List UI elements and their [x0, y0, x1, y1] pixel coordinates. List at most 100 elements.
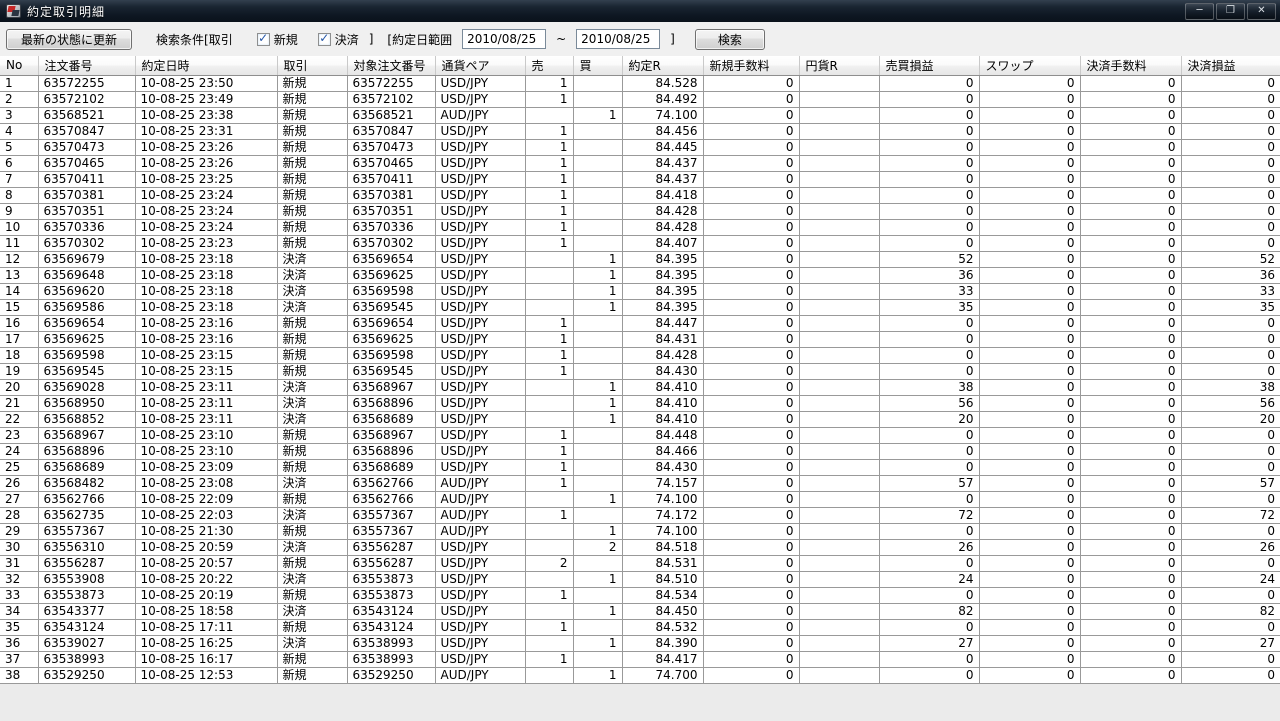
column-header[interactable]: 約定日時 [135, 56, 278, 76]
table-row[interactable]: 35 63543124 10-08-25 17:11 新規 63543124 USD/JP… [0, 619, 1280, 636]
cell: 0 [979, 75, 1081, 92]
cell: 84.450 [622, 603, 704, 620]
cell [573, 187, 623, 204]
table-row[interactable]: 36 63539027 10-08-25 16:25 決済 63538993 USD/JP… [0, 635, 1280, 652]
table-row[interactable]: 7 63570411 10-08-25 23:25 新規 63570411 USD/JPY… [0, 171, 1280, 188]
table-row[interactable]: 15 63569586 10-08-25 23:18 決済 63569545 USD/JP… [0, 299, 1280, 316]
column-header[interactable]: 約定R [622, 56, 704, 76]
table-row[interactable]: 30 63556310 10-08-25 20:59 決済 63556287 USD/JP… [0, 539, 1280, 556]
table-row[interactable]: 6 63570465 10-08-25 23:26 新規 63570465 USD/JPY… [0, 155, 1280, 172]
table-row[interactable]: 20 63569028 10-08-25 23:11 決済 63568967 USD/JP… [0, 379, 1280, 396]
cell: 1 [525, 363, 574, 380]
cell [573, 507, 623, 524]
cell: USD/JPY [435, 619, 526, 636]
column-header[interactable]: 通貨ペア [435, 56, 526, 76]
cell: 63570473 [38, 139, 136, 156]
column-header[interactable]: 取引 [277, 56, 348, 76]
cell [573, 427, 623, 444]
column-header[interactable]: スワップ [979, 56, 1081, 76]
table-row[interactable]: 13 63569648 10-08-25 23:18 決済 63569625 USD/JP… [0, 267, 1280, 284]
cell: 84.518 [622, 539, 704, 556]
cell: 33 [0, 587, 39, 604]
table-row[interactable]: 10 63570336 10-08-25 23:24 新規 63570336 USD/JP… [0, 219, 1280, 236]
checkbox-new[interactable]: ✓ [256, 31, 270, 46]
cell [525, 603, 574, 620]
table-row[interactable]: 23 63568967 10-08-25 23:10 新規 63568967 USD/JP… [0, 427, 1280, 444]
table-row[interactable]: 34 63543377 10-08-25 18:58 決済 63543124 USD/JP… [0, 603, 1280, 620]
table-row[interactable]: 2 63572102 10-08-25 23:49 新規 63572102 USD/JPY… [0, 91, 1280, 108]
table-row[interactable]: 4 63570847 10-08-25 23:31 新規 63570847 USD/JPY… [0, 123, 1280, 140]
table-row[interactable]: 29 63557367 10-08-25 21:30 新規 63557367 AUD/JP… [0, 523, 1280, 540]
cell: 84.410 [622, 411, 704, 428]
table-row[interactable]: 14 63569620 10-08-25 23:18 決済 63569598 USD/JP… [0, 283, 1280, 300]
cell: 10-08-25 23:18 [135, 267, 278, 284]
table-row[interactable]: 11 63570302 10-08-25 23:23 新規 63570302 USD/JP… [0, 235, 1280, 252]
cell: 63539027 [38, 635, 136, 652]
cell: 63569028 [38, 379, 136, 396]
table-row[interactable]: 38 63529250 10-08-25 12:53 新規 63529250 AUD/JP… [0, 667, 1280, 684]
checkbox-settle[interactable]: ✓ [317, 32, 331, 46]
table-row[interactable]: 16 63569654 10-08-25 23:16 新規 63569654 USD/JP… [0, 315, 1280, 332]
cell: 8 [0, 187, 39, 204]
table-row[interactable]: 28 63562735 10-08-25 22:03 決済 63557367 AUD/JP… [0, 507, 1280, 524]
column-header[interactable]: 買 [573, 56, 623, 76]
table-row[interactable]: 1 63572255 10-08-25 23:50 新規 63572255 USD/JPY… [0, 75, 1280, 92]
table-row[interactable]: 27 63562766 10-08-25 22:09 新規 63562766 AUD/JP… [0, 491, 1280, 508]
refresh-button[interactable]: 最新の状態に更新 [6, 28, 133, 50]
cell: 63569654 [347, 251, 436, 268]
bracket-close-2: ] [670, 32, 675, 46]
cell: 0 [1080, 459, 1182, 476]
column-header[interactable]: 売買損益 [879, 56, 980, 76]
cell: 1 [525, 619, 574, 636]
column-header[interactable]: 決済手数料 [1080, 56, 1182, 76]
date-from-input[interactable] [462, 29, 547, 49]
column-header[interactable]: 対象注文番号 [347, 56, 436, 76]
column-header[interactable]: 注文番号 [38, 56, 136, 76]
table-row[interactable]: 33 63553873 10-08-25 20:19 新規 63553873 USD/JP… [0, 587, 1280, 604]
table-row[interactable]: 12 63569679 10-08-25 23:18 決済 63569654 USD/JP… [0, 251, 1280, 268]
cell: 新規 [277, 75, 348, 92]
cell: 82 [879, 603, 980, 620]
date-to-input[interactable] [576, 29, 661, 49]
column-header[interactable]: No [0, 56, 39, 76]
table-row[interactable]: 25 63568689 10-08-25 23:09 新規 63568689 USD/JP… [0, 459, 1280, 476]
table-row[interactable]: 24 63568896 10-08-25 23:10 新規 63568896 USD/JP… [0, 443, 1280, 460]
cell: 10-08-25 16:17 [135, 651, 278, 668]
restore-button[interactable]: ❐ [1216, 2, 1245, 20]
table-row[interactable]: 21 63568950 10-08-25 23:11 決済 63568896 USD/JP… [0, 395, 1280, 412]
table-row[interactable]: 32 63553908 10-08-25 20:22 決済 63553873 USD/JP… [0, 571, 1280, 588]
minimize-button[interactable]: ─ [1185, 2, 1214, 20]
search-button[interactable]: 検索 [694, 28, 765, 50]
close-button[interactable]: ✕ [1247, 2, 1276, 20]
table-row[interactable]: 3 63568521 10-08-25 23:38 新規 63568521 AUD/JPY… [0, 107, 1280, 124]
check-icon: ✓ [258, 31, 269, 45]
cell [799, 475, 880, 492]
table-row[interactable]: 31 63556287 10-08-25 20:57 新規 63556287 USD/JP… [0, 555, 1280, 572]
cell: 15 [0, 299, 39, 316]
column-header[interactable]: 売 [525, 56, 574, 76]
cell: 0 [979, 507, 1081, 524]
cell: 0 [1181, 203, 1280, 220]
table-row[interactable]: 17 63569625 10-08-25 23:16 新規 63569625 USD/JP… [0, 331, 1280, 348]
table-row[interactable]: 5 63570473 10-08-25 23:26 新規 63570473 USD/JPY… [0, 139, 1280, 156]
cell: 63570465 [38, 155, 136, 172]
cell: 新規 [277, 315, 348, 332]
cell: 63569625 [347, 331, 436, 348]
column-header[interactable]: 決済損益 [1181, 56, 1280, 76]
cell: 新規 [277, 203, 348, 220]
table-row[interactable]: 9 63570351 10-08-25 23:24 新規 63570351 USD/JPY… [0, 203, 1280, 220]
column-header[interactable]: 新規手数料 [703, 56, 800, 76]
table-row[interactable]: 37 63538993 10-08-25 16:17 新規 63538993 USD/JP… [0, 651, 1280, 668]
table-row[interactable]: 8 63570381 10-08-25 23:24 新規 63570381 USD/JPY… [0, 187, 1280, 204]
cell: 10-08-25 23:11 [135, 411, 278, 428]
cell: 0 [979, 267, 1081, 284]
cell: 0 [1080, 635, 1182, 652]
table-row[interactable]: 18 63569598 10-08-25 23:15 新規 63569598 USD/JP… [0, 347, 1280, 364]
table-row[interactable]: 19 63569545 10-08-25 23:15 新規 63569545 USD/JP… [0, 363, 1280, 380]
cell: 1 [525, 155, 574, 172]
cell [573, 459, 623, 476]
table-row[interactable]: 26 63568482 10-08-25 23:08 決済 63562766 AUD/JP… [0, 475, 1280, 492]
table-row[interactable]: 22 63568852 10-08-25 23:11 決済 63568689 USD/JP… [0, 411, 1280, 428]
column-header[interactable]: 円貨R [799, 56, 880, 76]
cell: 63570336 [347, 219, 436, 236]
